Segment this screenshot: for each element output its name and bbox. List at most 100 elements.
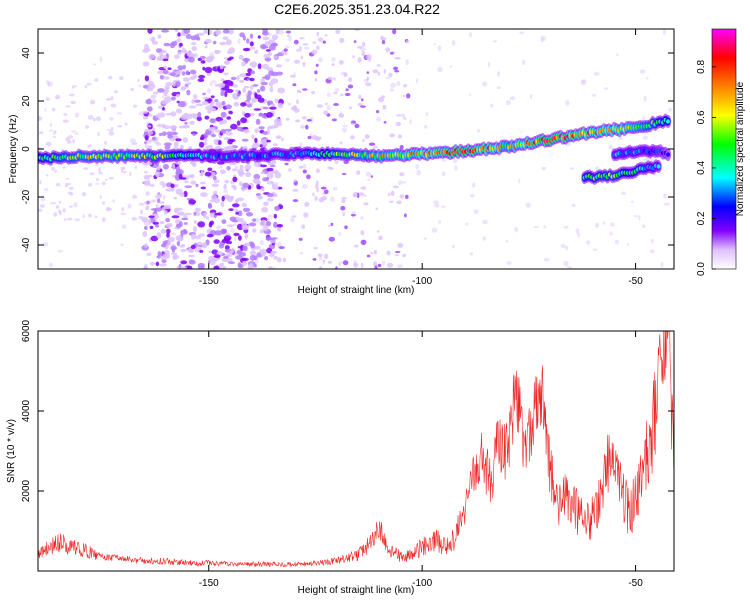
noise-blob (45, 141, 52, 147)
noise-blob (89, 99, 96, 105)
noise-blob (349, 106, 352, 110)
noise-blob (251, 144, 259, 149)
noise-speckle (403, 117, 407, 120)
noise-blob (266, 193, 274, 198)
noise-speckle (376, 117, 381, 122)
noise-blob (178, 212, 185, 216)
noise-blob (269, 86, 274, 93)
noise-speckle (405, 59, 409, 66)
noise-blob (285, 117, 290, 121)
noise-blob (393, 66, 399, 71)
noise-blob (257, 196, 263, 200)
y-tick-label: 6000 (21, 319, 32, 342)
noise-blob (171, 215, 180, 219)
noise-blob (304, 201, 310, 207)
noise-blob (211, 249, 219, 255)
noise-blob (266, 139, 271, 143)
noise-speckle (663, 193, 667, 199)
noise-blob (174, 54, 180, 59)
noise-blob (358, 192, 365, 196)
noise-blob (254, 49, 259, 55)
noise-blob (235, 198, 239, 204)
noise-blob (162, 164, 169, 170)
noise-blob (398, 134, 402, 139)
noise-blob (184, 121, 188, 125)
noise-speckle (365, 171, 372, 177)
noise-speckle (129, 138, 136, 144)
noise-speckle (121, 224, 127, 229)
noise-blob (376, 64, 381, 67)
noise-blob (157, 198, 161, 204)
noise-blob (63, 113, 68, 116)
noise-speckle (229, 228, 236, 233)
noise-blob (205, 216, 210, 219)
noise-blob (260, 251, 266, 257)
noise-blob (405, 40, 410, 43)
noise-blob (175, 108, 182, 114)
noise-blob (180, 260, 188, 265)
noise-blob (230, 180, 234, 184)
noise-blob (260, 164, 267, 168)
snr-y-axis: 2000 4000 6000 (21, 319, 674, 502)
noise-blob (275, 30, 280, 35)
noise-blob (341, 198, 346, 204)
noise-blob (38, 116, 43, 121)
noise-blob (353, 244, 359, 248)
noise-blob (302, 61, 306, 67)
noise-blob (62, 119, 69, 123)
y-tick-label: 20 (21, 95, 32, 107)
noise-speckle (521, 59, 526, 66)
noise-speckle (390, 82, 397, 88)
noise-blob (124, 122, 128, 126)
noise-blob (378, 235, 383, 241)
noise-blob (146, 252, 152, 256)
noise-blob (219, 120, 224, 125)
noise-blob (193, 53, 198, 58)
noise-blob (158, 105, 163, 109)
noise-blob (110, 126, 114, 132)
noise-blob (51, 107, 56, 112)
noise-blob (403, 84, 408, 87)
noise-blob (144, 75, 150, 82)
noise-blob (302, 169, 307, 174)
noise-speckle (487, 61, 491, 68)
noise-blob (157, 251, 162, 256)
noise-blob (87, 115, 94, 120)
colorbar-tick-label: 0.2 (696, 211, 707, 225)
noise-speckle (341, 211, 346, 215)
noise-blob (327, 260, 332, 264)
noise-blob (39, 180, 42, 185)
noise-blob (338, 113, 345, 118)
noise-speckle (618, 136, 623, 141)
noise-blob (154, 224, 160, 228)
noise-speckle (303, 46, 310, 50)
noise-blob (366, 71, 370, 74)
noise-blob (161, 206, 166, 212)
noise-blob (368, 58, 371, 62)
noise-blob (249, 61, 258, 68)
noise-blob (324, 34, 328, 37)
noise-blob (213, 197, 220, 204)
noise-speckle (218, 166, 224, 169)
noise-blob (108, 75, 113, 80)
noise-blob (316, 45, 320, 51)
noise-blob (277, 87, 285, 94)
noise-blob (289, 74, 296, 78)
noise-speckle (433, 43, 437, 46)
noise-blob (236, 197, 245, 202)
noise-blob (150, 94, 157, 100)
noise-blob (148, 125, 152, 128)
noise-speckle (44, 107, 47, 112)
noise-speckle (127, 203, 132, 209)
noise-blob (318, 197, 325, 203)
noise-blob (137, 78, 140, 83)
noise-blob (230, 76, 237, 81)
noise-speckle (209, 81, 213, 87)
noise-blob (273, 118, 282, 125)
noise-blob (242, 35, 246, 41)
noise-blob (55, 97, 60, 100)
noise-speckle (120, 243, 124, 247)
noise-blob (314, 70, 318, 75)
snr-y-label: SNR (10 * v/v) (6, 419, 17, 483)
noise-blob (376, 110, 380, 114)
